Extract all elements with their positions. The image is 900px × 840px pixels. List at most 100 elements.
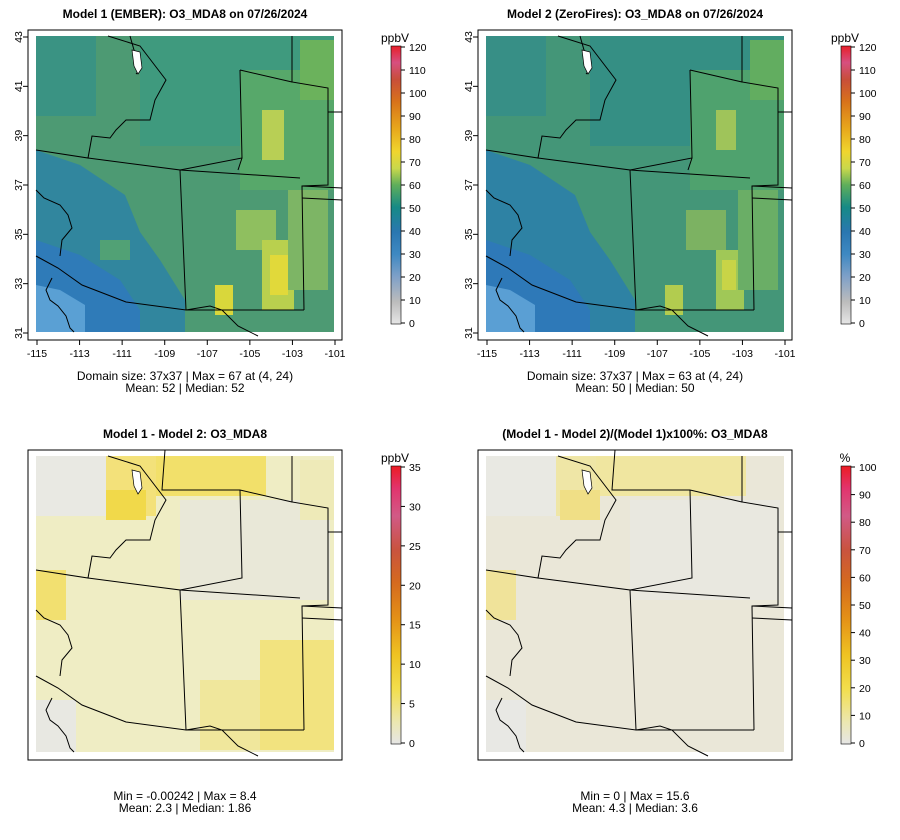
x-tick-label: -105 xyxy=(689,348,710,360)
colorbar-tick-label: 60 xyxy=(409,180,421,192)
colorbar-tick-label: 10 xyxy=(409,295,421,307)
colorbar-tick-label: 90 xyxy=(859,111,871,123)
panel-2-unit: ppbV xyxy=(831,31,859,45)
colorbar-tick-label: 25 xyxy=(409,541,421,553)
colorbar-tick-label: 80 xyxy=(409,134,421,146)
panel-4-title: (Model 1 - Model 2)/(Model 1)x100%: O3_M… xyxy=(502,427,768,441)
colorbar-tick-label: 90 xyxy=(409,111,421,123)
panel-1-title: Model 1 (EMBER): O3_MDA8 on 07/26/2024 xyxy=(63,7,308,21)
panel-4-unit: % xyxy=(840,451,851,465)
colorbar-tick-label: 40 xyxy=(409,226,421,238)
y-tick-label: 33 xyxy=(13,278,25,290)
colorbar-tick-label: 20 xyxy=(859,683,871,695)
x-tick-label: -115 xyxy=(27,348,47,360)
colorbar-tick-label: 60 xyxy=(859,180,871,192)
panel-4-frame xyxy=(477,449,793,761)
colorbar-tick-label: 5 xyxy=(409,699,415,711)
panel-3-colorbar: ppbV 0 5 10 15 20 25 30 35 xyxy=(381,451,421,750)
colorbar-tick-label: 40 xyxy=(859,628,871,640)
x-tick-label: -105 xyxy=(239,348,260,360)
y-tick-label: 37 xyxy=(13,179,25,191)
y-tick-label: 41 xyxy=(13,80,25,92)
colorbar-tick-label: 30 xyxy=(409,501,421,513)
colorbar-tick-label: 50 xyxy=(409,203,421,215)
panel-4-map xyxy=(485,449,793,757)
y-tick-label: 43 xyxy=(13,31,25,43)
colorbar-tick-label: 70 xyxy=(859,157,871,169)
panel-2: Model 2 (ZeroFires): O3_MDA8 on 07/26/20… xyxy=(463,7,877,395)
colorbar-tick-label: 70 xyxy=(409,157,421,169)
colorbar-tick-label: 120 xyxy=(859,42,877,54)
colorbar-tick-label: 20 xyxy=(859,272,871,284)
y-tick-label: 33 xyxy=(463,278,475,290)
panel-3-frame xyxy=(27,449,343,761)
colorbar-tick-label: 100 xyxy=(859,88,877,100)
x-tick-label: -109 xyxy=(154,348,175,360)
colorbar-tick-label: 70 xyxy=(859,545,871,557)
colorbar-tick-label: 20 xyxy=(409,580,421,592)
panel-2-map xyxy=(485,35,793,337)
y-tick-label: 31 xyxy=(463,327,475,339)
panel-1-unit: ppbV xyxy=(381,31,409,45)
colorbar-tick-label: 0 xyxy=(409,738,415,750)
y-tick-label: 35 xyxy=(463,228,475,240)
x-tick-label: -103 xyxy=(282,348,303,360)
panel-1-stats-line-2: Mean: 52 | Median: 52 xyxy=(125,381,245,395)
panel-2-colorbar: ppbV 0 10 20 30 40 50 60 70 80 90 100 110 120 xyxy=(831,31,877,330)
y-tick-label: 39 xyxy=(13,130,25,142)
colorbar-tick-label: 110 xyxy=(859,65,876,77)
y-tick-label: 35 xyxy=(13,228,25,240)
colorbar-tick-label: 50 xyxy=(859,600,871,612)
colorbar-tick-label: 90 xyxy=(859,490,871,502)
colorbar-tick-label: 100 xyxy=(859,462,877,474)
panel-1: Model 1 (EMBER): O3_MDA8 on 07/26/2024 xyxy=(13,7,427,395)
colorbar-tick-label: 20 xyxy=(409,272,421,284)
panel-1-map xyxy=(35,35,343,337)
colorbar-tick-label: 30 xyxy=(859,249,871,261)
y-tick-label: 41 xyxy=(463,80,475,92)
y-tick-label: 43 xyxy=(463,31,475,43)
x-tick-label: -107 xyxy=(197,348,218,360)
x-tick-label: -111 xyxy=(562,348,582,360)
panel-1-stats-line-1: Domain size: 37x37 | Max = 67 at (4, 24) xyxy=(77,369,293,383)
panel-2-x-axis: -115 -113 -111 -109 -107 -105 -103 -101 xyxy=(477,339,796,360)
panel-3-stats-line-1: Min = -0.00242 | Max = 8.4 xyxy=(113,789,257,803)
colorbar-tick-label: 110 xyxy=(409,65,426,77)
colorbar-tick-label: 50 xyxy=(859,203,871,215)
colorbar-tick-label: 30 xyxy=(409,249,421,261)
x-tick-label: -111 xyxy=(112,348,132,360)
x-tick-label: -115 xyxy=(477,348,497,360)
colorbar-tick-label: 15 xyxy=(409,620,421,632)
colorbar-tick-label: 80 xyxy=(859,134,871,146)
x-tick-label: -113 xyxy=(69,348,89,360)
panel-3-stats-line-2: Mean: 2.3 | Median: 1.86 xyxy=(119,801,252,815)
colorbar-tick-label: 60 xyxy=(859,572,871,584)
panel-2-title: Model 2 (ZeroFires): O3_MDA8 on 07/26/20… xyxy=(507,7,763,21)
panel-2-y-axis: 31 33 35 37 39 41 43 xyxy=(463,31,479,339)
panel-4-stats-line-2: Mean: 4.3 | Median: 3.6 xyxy=(572,801,698,815)
colorbar-tick-label: 10 xyxy=(859,710,871,722)
x-tick-label: -113 xyxy=(519,348,539,360)
y-tick-label: 37 xyxy=(463,179,475,191)
colorbar-tick-label: 30 xyxy=(859,655,871,667)
panel-3-unit: ppbV xyxy=(381,451,409,465)
y-tick-label: 31 xyxy=(13,327,25,339)
colorbar-tick-label: 0 xyxy=(409,318,415,330)
colorbar-tick-label: 120 xyxy=(409,42,427,54)
panel-3: Model 1 - Model 2: O3_MDA8 xyxy=(27,427,421,815)
x-tick-label: -109 xyxy=(604,348,625,360)
panel-1-x-axis: -115 -113 -111 -109 -107 -105 -103 -101 xyxy=(27,339,346,360)
x-tick-label: -107 xyxy=(647,348,668,360)
panel-3-map xyxy=(35,449,343,757)
colorbar-tick-label: 35 xyxy=(409,462,421,474)
colorbar-tick-label: 100 xyxy=(409,88,427,100)
colorbar-tick-label: 80 xyxy=(859,517,871,529)
panel-4-colorbar: % 0 10 20 30 40 50 60 70 80 90 100 xyxy=(840,451,877,750)
x-tick-label: -101 xyxy=(324,348,345,360)
colorbar-tick-label: 10 xyxy=(409,659,421,671)
panel-4: (Model 1 - Model 2)/(Model 1)x100%: O3_M… xyxy=(477,427,877,815)
colorbar-tick-label: 0 xyxy=(859,318,865,330)
y-tick-label: 39 xyxy=(463,130,475,142)
panel-2-stats-line-2: Mean: 50 | Median: 50 xyxy=(575,381,695,395)
